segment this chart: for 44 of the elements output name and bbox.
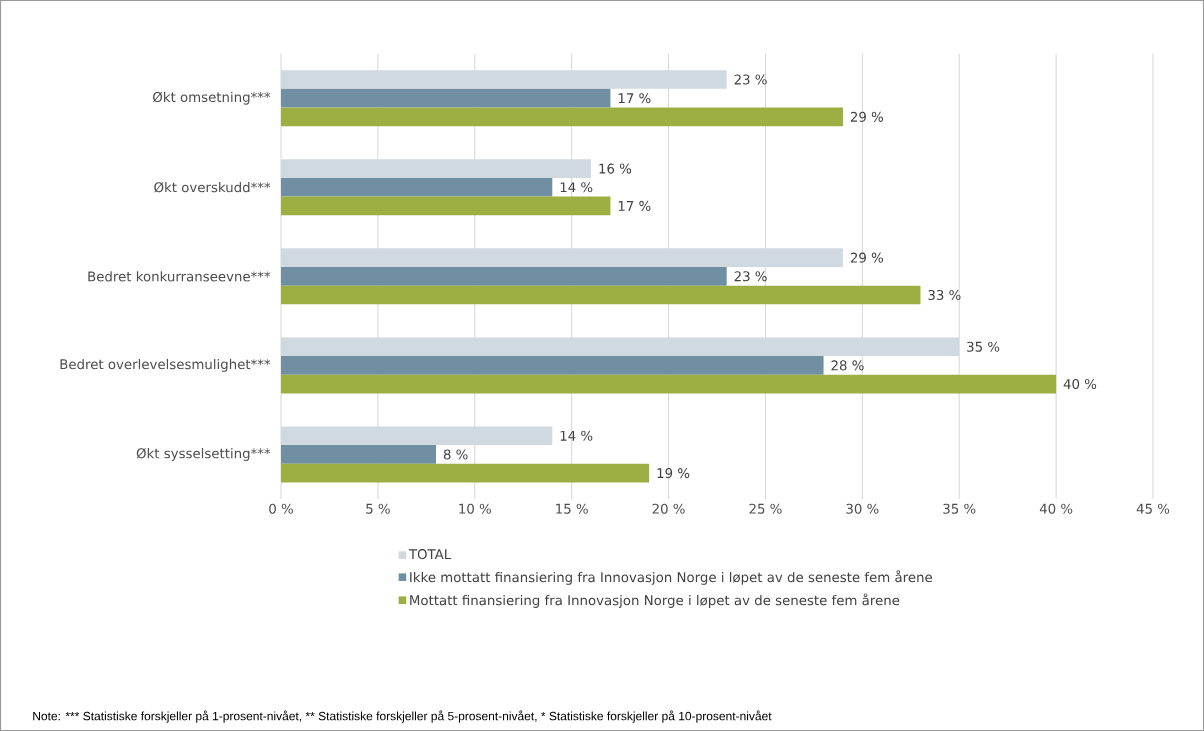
- data-label: 14 %: [560, 430, 593, 441]
- x-tick-label: 30 %: [846, 503, 879, 514]
- data-label: 35 %: [967, 341, 1000, 352]
- x-tick-label: 40 %: [1039, 503, 1073, 514]
- bar: [281, 445, 437, 464]
- x-tick-label: 0 %: [269, 503, 293, 514]
- data-label: 16 %: [599, 163, 632, 174]
- legend-label: TOTAL: [408, 549, 452, 560]
- bar: [281, 374, 1057, 394]
- y-tick-label: Bedret overlevelsesmulighet***: [60, 358, 271, 372]
- bar: [281, 463, 650, 483]
- x-tick-label: 10 %: [459, 503, 491, 514]
- y-tick-label: Økt overskudd***: [154, 181, 271, 193]
- x-tick-label: 25 %: [749, 503, 782, 514]
- bar: [281, 107, 843, 127]
- data-label: 40 %: [1063, 379, 1097, 390]
- y-tick-label: Økt sysselsetting***: [136, 447, 271, 461]
- bar: [281, 196, 611, 216]
- text: Note: *** Statistiske forskjeller på 1-prosent-nivået, ** Statistiske forskjeller på 5-prosent-nivået, * Statistiske forskjeller på 10-prosent-nivået: [33, 710, 772, 723]
- bar: [281, 88, 611, 108]
- data-label: 28 %: [831, 360, 864, 371]
- x-tick-label: 45 %: [1136, 503, 1170, 514]
- x-tick-label: 5 %: [366, 503, 390, 514]
- data-label: 23 %: [734, 271, 767, 282]
- bar: [281, 266, 727, 286]
- data-label: 23 %: [734, 74, 767, 85]
- data-label: 14 %: [560, 182, 593, 193]
- data-label: 17 %: [618, 93, 651, 104]
- bar: [281, 356, 824, 375]
- y-tick-label: Økt omsetning***: [153, 91, 271, 105]
- x-tick-label: 15 %: [556, 503, 588, 514]
- x-tick-label: 20 %: [652, 503, 685, 514]
- y-tick-label: Bedret konkurranseevne***: [88, 271, 271, 282]
- data-label: 33 %: [928, 289, 961, 301]
- data-label: 29 %: [850, 252, 884, 263]
- x-tick-label: 35 %: [943, 503, 976, 514]
- bar: [281, 177, 553, 197]
- data-label: 17 %: [618, 200, 651, 211]
- data-label: 8 %: [443, 449, 468, 460]
- data-label: 29 %: [850, 111, 884, 122]
- data-label: 19 %: [657, 468, 690, 479]
- bar: [281, 285, 921, 305]
- legend-label: Ikke mottatt finansiering fra Innovasjon Norge i løpet av de seneste fem årene: [410, 570, 933, 585]
- legend-label: Mottatt finansiering fra Innovasjon Norge i løpet av de seneste fem årene: [410, 593, 900, 608]
